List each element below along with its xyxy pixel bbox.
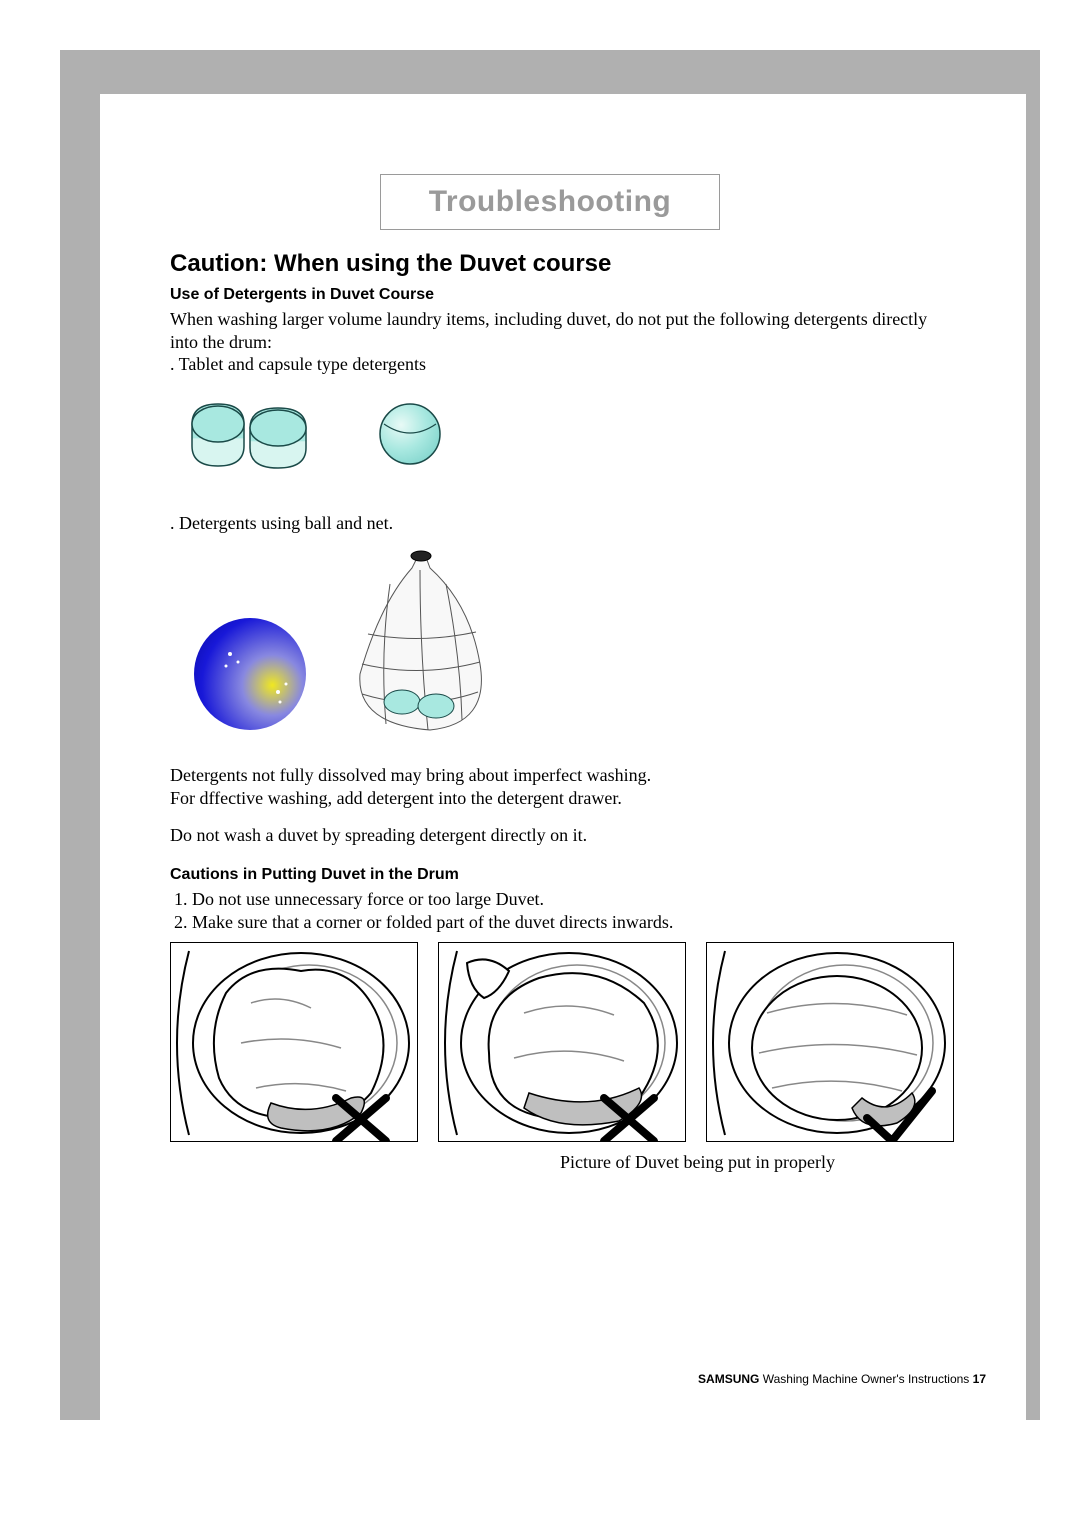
footer-text: Washing Machine Owner's Instructions [759, 1372, 972, 1386]
page-title: Troubleshooting [429, 185, 671, 219]
sub1-para3: Do not wash a duvet by spreading deterge… [170, 824, 950, 847]
subsection-detergents: Use of Detergents in Duvet Course When w… [170, 286, 950, 376]
drum-box-1 [170, 942, 418, 1142]
content-area: Troubleshooting Caution: When using the … [100, 94, 1026, 1420]
tablet-capsule-illustration [180, 394, 490, 484]
frame-left-bar [60, 50, 100, 1420]
drum-box-2 [438, 942, 686, 1142]
drum-illustrations [170, 942, 960, 1142]
footer-page: 17 [973, 1372, 986, 1386]
frame-right-bar [1026, 50, 1040, 1420]
sub1-para2b: For dffective washing, add detergent int… [170, 787, 950, 810]
ball-net-illustration [180, 544, 520, 744]
subsection-drum: Cautions in Putting Duvet in the Drum 1.… [170, 866, 950, 933]
section-title: Caution: When using the Duvet course [170, 250, 611, 278]
frame-top-bar [60, 50, 1040, 94]
sub2-item1: 1. Do not use unnecessary force or too l… [170, 888, 950, 911]
page-footer: SAMSUNG Washing Machine Owner's Instruct… [698, 1372, 986, 1386]
sub1-para: When washing larger volume laundry items… [170, 308, 950, 353]
drum-box-3 [706, 942, 954, 1142]
sub1-bullet2: . Detergents using ball and net. [170, 512, 393, 535]
sub2-title: Cautions in Putting Duvet in the Drum [170, 866, 950, 884]
sub1-para2: Detergents not fully dissolved may bring… [170, 764, 950, 809]
footer-brand: SAMSUNG [698, 1372, 759, 1386]
sub1-bullet1: . Tablet and capsule type detergents [170, 353, 950, 376]
drum-caption: Picture of Duvet being put in properly [560, 1152, 835, 1173]
sub1-title: Use of Detergents in Duvet Course [170, 286, 950, 304]
page-frame: Troubleshooting Caution: When using the … [60, 50, 1040, 1420]
sub2-item2: 2. Make sure that a corner or folded par… [170, 911, 950, 934]
sub1-para2a: Detergents not fully dissolved may bring… [170, 764, 950, 787]
page-title-box: Troubleshooting [380, 174, 720, 230]
